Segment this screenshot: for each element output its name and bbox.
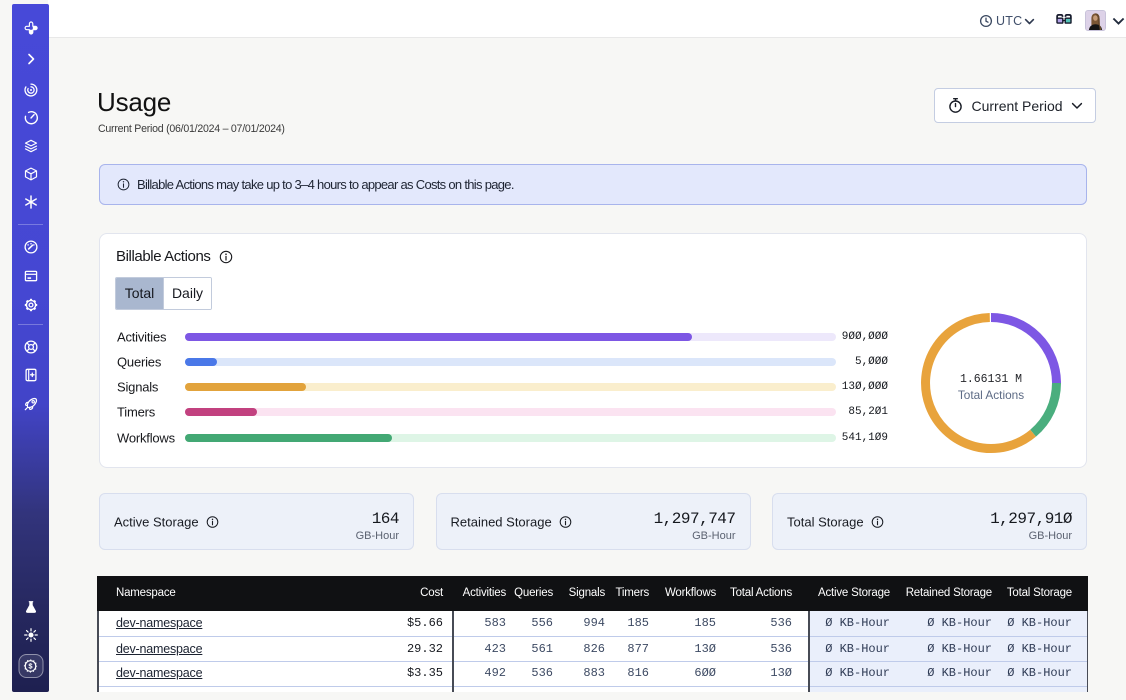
svg-text:1.66131 M: 1.66131 M bbox=[960, 373, 1022, 386]
svg-text:Total Actions: Total Actions bbox=[958, 388, 1024, 402]
svg-text:$: $ bbox=[28, 661, 33, 670]
